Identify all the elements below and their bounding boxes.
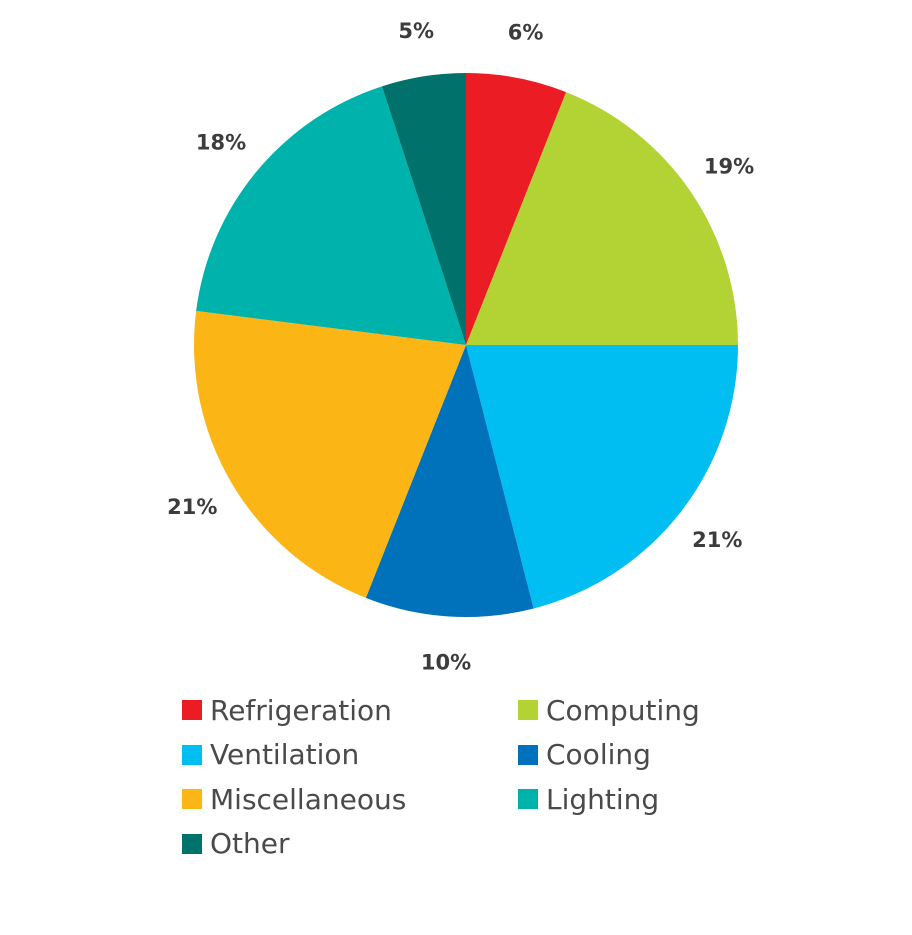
legend-item-cooling: Cooling bbox=[518, 733, 738, 777]
slice-label-miscellaneous: 21% bbox=[167, 495, 217, 519]
legend-swatch bbox=[182, 789, 202, 810]
pie-slice-other bbox=[381, 73, 466, 345]
legend-item-computing: Computing bbox=[518, 688, 738, 732]
legend-item-miscellaneous: Miscellaneous bbox=[182, 777, 518, 821]
legend-label: Lighting bbox=[546, 782, 660, 816]
pie-slice-ventilation bbox=[466, 345, 738, 609]
slice-label-lighting: 18% bbox=[196, 130, 246, 154]
legend-label: Ventilation bbox=[210, 738, 360, 772]
legend-label: Computing bbox=[546, 693, 700, 727]
chart-legend: Refrigeration Computing Ventilation Cooling… bbox=[182, 688, 742, 866]
slice-label-refrigeration: 6% bbox=[508, 21, 544, 45]
legend-swatch bbox=[518, 744, 538, 765]
pie-slice-computing bbox=[466, 92, 738, 345]
legend-swatch bbox=[518, 700, 538, 721]
pie-labels: 6% 19% 21% 10% 21% 18% 5% bbox=[167, 19, 754, 674]
legend-label: Miscellaneous bbox=[210, 782, 407, 816]
legend-item-lighting: Lighting bbox=[518, 777, 738, 821]
legend-label: Other bbox=[210, 827, 290, 861]
legend-item-other: Other bbox=[182, 822, 518, 866]
pie-slices bbox=[193, 73, 738, 617]
slice-label-computing: 19% bbox=[704, 154, 754, 178]
legend-swatch bbox=[182, 700, 202, 721]
pie-slice-refrigeration bbox=[466, 73, 567, 345]
pie-slice-lighting bbox=[196, 86, 466, 346]
pie-slice-miscellaneous bbox=[193, 310, 466, 598]
slice-label-cooling: 10% bbox=[421, 650, 471, 674]
legend-swatch bbox=[182, 744, 202, 765]
legend-swatch bbox=[518, 789, 538, 810]
slice-label-other: 5% bbox=[398, 19, 434, 43]
pie-slice-cooling bbox=[365, 345, 534, 617]
legend-item-refrigeration: Refrigeration bbox=[182, 688, 518, 732]
slice-label-ventilation: 21% bbox=[692, 528, 742, 552]
legend-swatch bbox=[182, 833, 202, 854]
legend-label: Refrigeration bbox=[210, 693, 392, 727]
legend-item-ventilation: Ventilation bbox=[182, 733, 518, 777]
legend-label: Cooling bbox=[546, 738, 651, 772]
